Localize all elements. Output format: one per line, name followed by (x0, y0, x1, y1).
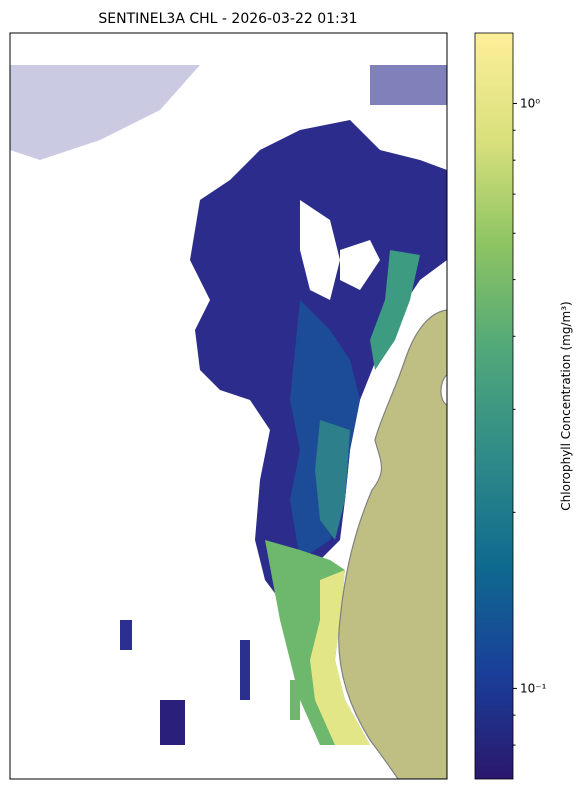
chlorophyll-field (10, 65, 447, 745)
map-frame (9, 32, 448, 780)
colorbar-tick-label: 10⁻¹ (520, 681, 547, 695)
map-title: SENTINEL3A CHL - 2026-03-22 01:31 (98, 11, 357, 27)
colorbar (474, 32, 514, 780)
colorbar-label: Chlorophyll Concentration (mg/m³) (559, 301, 573, 510)
map-area (10, 65, 447, 779)
colorbar-tick-label: 10⁰ (520, 97, 540, 111)
